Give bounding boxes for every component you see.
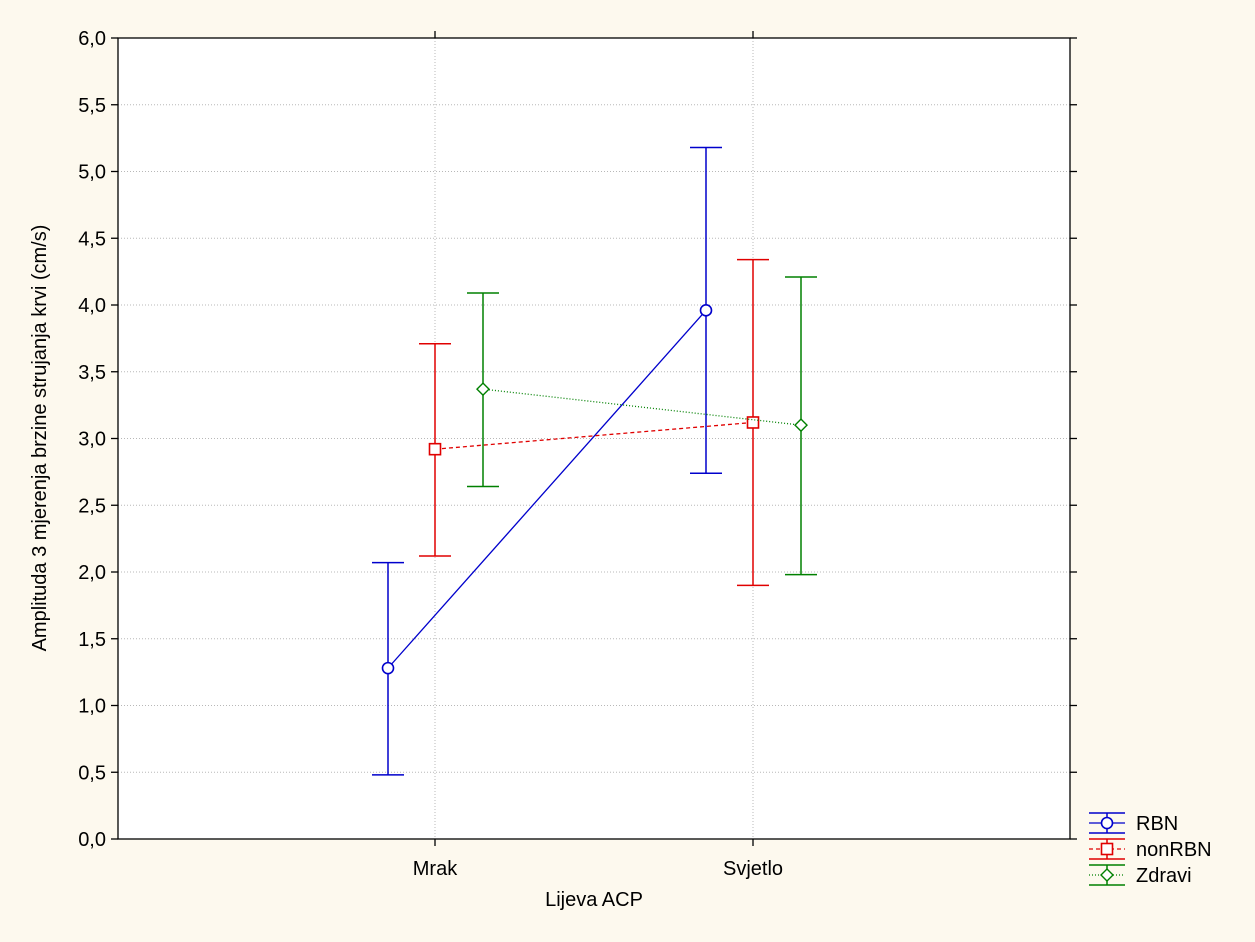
x-axis-label: Lijeva ACP — [545, 889, 643, 911]
y-axis: 0,0 0,5 1,0 1,5 2,0 2,5 3,0 3,5 4,0 4,5 5,0 5,5 6,0 — [78, 28, 1077, 851]
series-Zdravi — [467, 276, 817, 576]
data-point — [381, 661, 395, 675]
y-tick-label: 2,0 — [78, 562, 106, 584]
legend-marker — [1100, 842, 1114, 856]
y-tick-label: 0,0 — [78, 829, 106, 851]
legend: RBN nonRBN Zdravi — [1089, 812, 1212, 887]
series-nonRBN — [419, 258, 769, 587]
y-tick-label: 0,5 — [78, 762, 106, 784]
data-point — [476, 382, 490, 397]
y-tick-label: 5,5 — [78, 95, 106, 117]
legend-label: nonRBN — [1136, 839, 1212, 861]
y-tick-label: 4,5 — [78, 228, 106, 250]
legend-label: Zdravi — [1136, 865, 1192, 887]
legend-item-RBN: RBN — [1089, 812, 1178, 835]
y-tick-label: 2,5 — [78, 495, 106, 517]
y-tick-label: 6,0 — [78, 28, 106, 50]
y-tick-label: 4,0 — [78, 295, 106, 317]
y-tick-label: 1,5 — [78, 629, 106, 651]
data-point — [794, 418, 808, 433]
series-RBN — [372, 146, 722, 776]
y-tick-label: 5,0 — [78, 162, 106, 184]
data-point — [699, 304, 713, 317]
plot-area — [118, 38, 1070, 839]
y-axis-label: Amplituda 3 mjerenja brzine strujanja kr… — [29, 225, 51, 652]
y-tick-label: 3,5 — [78, 362, 106, 384]
y-tick-label: 1,0 — [78, 696, 106, 718]
legend-item-Zdravi: Zdravi — [1089, 864, 1192, 887]
legend-item-nonRBN: nonRBN — [1089, 838, 1212, 861]
data-point — [746, 416, 760, 429]
x-axis: Mrak Svjetlo — [413, 31, 783, 880]
legend-marker — [1100, 868, 1114, 882]
y-tick-label: 3,0 — [78, 429, 106, 451]
legend-label: RBN — [1136, 813, 1178, 835]
data-point — [428, 442, 442, 456]
legend-marker — [1100, 816, 1114, 830]
series-line — [387, 309, 707, 669]
x-tick-label: Svjetlo — [723, 858, 783, 880]
series-layer — [372, 146, 817, 776]
x-tick-label: Mrak — [413, 858, 458, 880]
